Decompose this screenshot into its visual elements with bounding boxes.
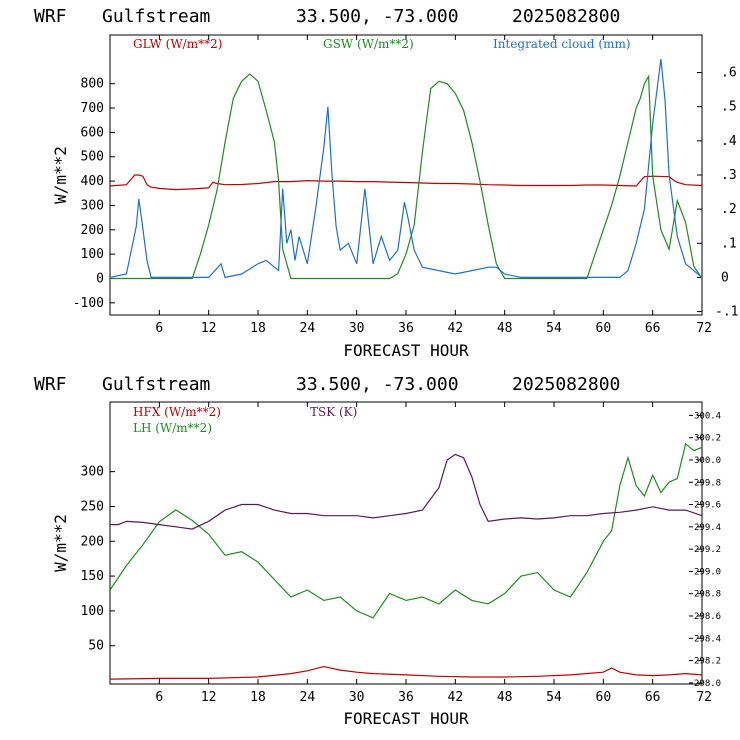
x-tick-label: 18 (250, 690, 266, 705)
legend-entry-glw: GLW (W/m**2) (133, 37, 222, 51)
y-tick-label: 200 (81, 534, 104, 549)
chart-header-model: WRF (34, 6, 67, 27)
y-tick-label: 200 (81, 223, 104, 238)
y-tick-label: -100 (73, 296, 104, 311)
series-line-hfx (109, 665, 703, 680)
y2-tick-label: 298.6 (694, 612, 721, 622)
x-tick-label: 72 (696, 690, 712, 705)
y-tick-label: 600 (81, 125, 104, 140)
y-tick-label: 0 (96, 271, 104, 286)
y2-tick-label: 299.6 (694, 501, 721, 511)
chart-header-coords: 33.500, -73.000 (296, 6, 459, 27)
y2-tick-label: 298.8 (694, 590, 721, 600)
x-tick-label: 66 (645, 321, 661, 336)
y2-tick-label: 299.2 (694, 545, 721, 555)
chart-header-region: Gulfstream (102, 6, 210, 27)
x-tick-label: 54 (546, 321, 562, 336)
x-tick-label: 42 (448, 321, 464, 336)
y-tick-label: 150 (81, 569, 104, 584)
y2-tick-label: 298.2 (694, 657, 721, 667)
y2-tick-label: .6 (721, 66, 737, 81)
x-tick-label: 36 (398, 690, 414, 705)
y2-tick-label: 298.4 (694, 634, 721, 644)
y-tick-label: 100 (81, 604, 104, 619)
chart-header-model: WRF (34, 374, 67, 395)
x-axis-label: FORECAST HOUR (343, 709, 469, 728)
chart-panel-2: WRF Gulfstream 33.500, -73.000 2025082800 50… (34, 374, 721, 728)
legend-entry-integrated: Integrated cloud (mm) (493, 37, 631, 51)
x-tick-label: 66 (645, 690, 661, 705)
series-line-gsw (110, 73, 703, 280)
y-tick-label: 50 (88, 639, 104, 654)
y2-tick-label: .2 (721, 202, 737, 217)
legend-entry-hfx: HFX (W/m**2) (133, 405, 221, 419)
y-tick-label: 250 (81, 499, 104, 514)
x-tick-label: 6 (155, 321, 163, 336)
y-tick-label: 300 (81, 198, 104, 213)
x-tick-label: 48 (497, 321, 513, 336)
y2-tick-label: 298.0 (694, 679, 721, 689)
legend-entry-tsk: TSK (K) (310, 405, 357, 419)
series-line-integrated (109, 58, 703, 279)
x-tick-label: 6 (155, 690, 163, 705)
y-tick-label: 300 (81, 465, 104, 480)
x-tick-label: 72 (696, 321, 712, 336)
x-axis-label: FORECAST HOUR (343, 341, 469, 360)
series-line-tsk (110, 453, 703, 530)
x-tick-label: 30 (349, 321, 365, 336)
y2-tick-label: 300.0 (694, 456, 721, 466)
legend-entry-gsw: GSW (W/m**2) (323, 37, 414, 51)
plot-frame (109, 401, 703, 685)
x-tick-label: 30 (349, 690, 365, 705)
chart-header-init: 2025082800 (512, 6, 620, 27)
y2-tick-label: .4 (721, 134, 737, 149)
chart-header-coords: 33.500, -73.000 (296, 374, 459, 395)
x-tick-label: 60 (596, 321, 612, 336)
y2-tick-label: 299.4 (694, 523, 721, 533)
y-axis-label: W/m**2 (51, 146, 70, 204)
y-tick-label: 500 (81, 150, 104, 165)
x-tick-label: 42 (448, 690, 464, 705)
x-tick-label: 24 (300, 321, 316, 336)
chart-panel-1: WRF Gulfstream 33.500, -73.000 2025082800 -1… (34, 6, 738, 360)
legend-entry-lh: LH (W/m**2) (133, 421, 212, 435)
x-tick-label: 12 (201, 690, 217, 705)
chart-header-init: 2025082800 (512, 374, 620, 395)
y-tick-label: 700 (81, 101, 104, 116)
y2-tick-label: 299.8 (694, 478, 721, 488)
x-tick-label: 60 (596, 690, 612, 705)
x-tick-label: 54 (546, 690, 562, 705)
y2-tick-label: 0 (721, 270, 729, 285)
series-line-lh (109, 442, 703, 619)
y-tick-label: 800 (81, 77, 104, 92)
y-tick-label: 100 (81, 247, 104, 262)
y2-tick-label: .5 (721, 100, 737, 115)
chart-header-region: Gulfstream (102, 374, 210, 395)
plot-frame (109, 34, 703, 316)
y2-tick-label: .3 (721, 168, 737, 183)
y-axis-label: W/m**2 (51, 514, 70, 572)
x-tick-label: 18 (250, 321, 266, 336)
y2-tick-label: 300.2 (694, 434, 721, 444)
y2-tick-label: .1 (721, 236, 737, 251)
x-tick-label: 48 (497, 690, 513, 705)
y2-tick-label: 300.4 (694, 411, 721, 421)
x-tick-label: 24 (300, 690, 316, 705)
y2-tick-label: 299.0 (694, 567, 721, 577)
y-tick-label: 400 (81, 174, 104, 189)
y2-tick-label: -.1 (715, 305, 738, 320)
x-tick-label: 36 (398, 321, 414, 336)
series-line-glw (109, 174, 703, 191)
x-tick-label: 12 (201, 321, 217, 336)
